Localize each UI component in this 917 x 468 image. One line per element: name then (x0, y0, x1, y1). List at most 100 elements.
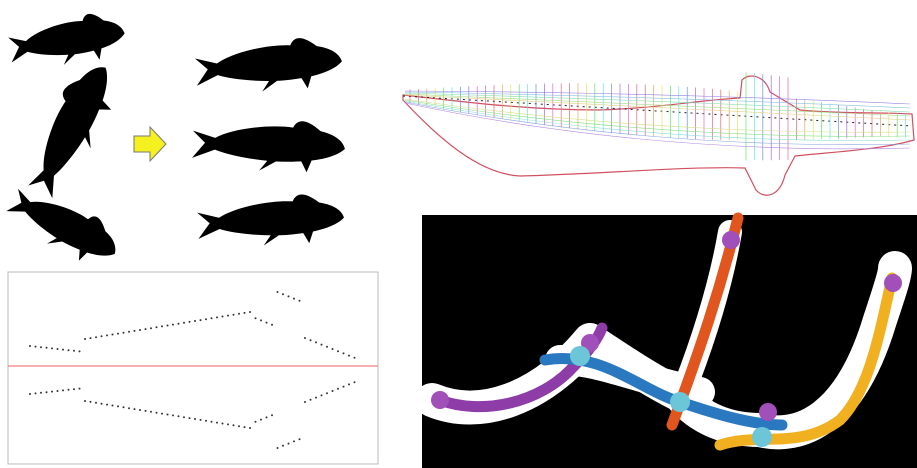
fish-input (1, 9, 128, 274)
plot-point (84, 338, 86, 340)
plot-point (29, 393, 31, 395)
plot-point (67, 388, 70, 391)
end-node (431, 391, 449, 409)
plot-point (282, 293, 284, 296)
end-node (884, 274, 902, 292)
plot-point (337, 350, 339, 353)
plot-point (227, 314, 229, 317)
plot-point (29, 345, 31, 347)
junction-node (752, 427, 772, 447)
plot-point (188, 320, 191, 323)
plot-point (111, 404, 114, 407)
plot-point (309, 398, 312, 401)
plot-point (210, 420, 213, 423)
plot-point (298, 438, 301, 441)
plot-point (78, 387, 81, 390)
plot-point (133, 408, 136, 411)
plot-point (254, 317, 257, 320)
plot-point (199, 418, 202, 421)
plot-point (331, 390, 334, 392)
plot-point (304, 401, 306, 403)
mesh-line (404, 102, 911, 150)
plot-point (128, 330, 130, 333)
mesh-line (404, 100, 911, 141)
plot-point (287, 442, 290, 445)
plot-point (183, 416, 185, 419)
plot-point (161, 412, 163, 415)
plot-point (51, 390, 53, 393)
plot-point (89, 337, 92, 340)
mesh-line (404, 99, 911, 137)
point-plot (7, 271, 379, 465)
plot-point (106, 403, 108, 406)
plot-point (276, 447, 279, 449)
plot-point (342, 385, 345, 388)
plot-point (150, 410, 152, 413)
plot-point (144, 328, 147, 331)
plot-point (67, 349, 70, 352)
plot-point (309, 339, 312, 342)
plot-point (40, 391, 42, 394)
plot-point (287, 295, 290, 298)
mesh-line (404, 91, 911, 109)
mesh-line (404, 94, 911, 121)
plot-point (166, 413, 169, 416)
plot-point (34, 345, 37, 348)
plot-point (320, 343, 323, 346)
plot-point (271, 323, 273, 326)
plot-point (40, 346, 42, 349)
fish (194, 35, 344, 97)
end-node (759, 403, 777, 421)
plot-point (243, 426, 246, 429)
image-background (422, 215, 917, 468)
plot-point (100, 335, 103, 338)
plot-point (128, 407, 130, 410)
plot-point (95, 401, 97, 404)
plot-point (62, 348, 64, 351)
fish-aligned (191, 35, 346, 249)
plot-point (56, 390, 59, 392)
plot-point (348, 383, 350, 386)
mesh-line (404, 90, 911, 105)
plot-point (166, 324, 169, 327)
plot-point (117, 332, 119, 335)
plot-point (150, 327, 152, 330)
plot-point (227, 423, 229, 426)
plot-point (293, 440, 295, 443)
plot-point (188, 417, 191, 420)
plot-point (282, 444, 284, 447)
plot-point (89, 400, 92, 403)
plot-point (155, 326, 158, 329)
plot-point (56, 348, 59, 350)
plot-point (221, 315, 224, 318)
plot-point (320, 394, 323, 397)
plot-point (122, 331, 125, 334)
plot-point (34, 392, 37, 395)
plot-point (232, 313, 235, 316)
fish (196, 192, 346, 249)
mesh-midline (402, 95, 913, 127)
plot-frame (7, 271, 379, 465)
plot-point (45, 346, 48, 349)
fish (6, 9, 128, 72)
plot-point (183, 321, 185, 324)
skeleton-image (415, 212, 917, 468)
plot-point (331, 348, 334, 350)
plot-point (271, 414, 273, 417)
plot-point (73, 349, 75, 352)
plot-point (62, 389, 64, 392)
plot-point (210, 317, 213, 320)
plot-point (106, 334, 108, 337)
plot-point (133, 329, 136, 332)
end-node (722, 231, 740, 249)
plot-point (232, 424, 235, 427)
junction-node (670, 392, 690, 412)
plot-point (249, 311, 251, 313)
plot-point (254, 420, 257, 423)
plot-point (161, 325, 163, 328)
arrow (133, 125, 167, 163)
skeleton-nodes (431, 231, 902, 447)
plot-point (139, 409, 141, 411)
plot-point (194, 320, 196, 322)
